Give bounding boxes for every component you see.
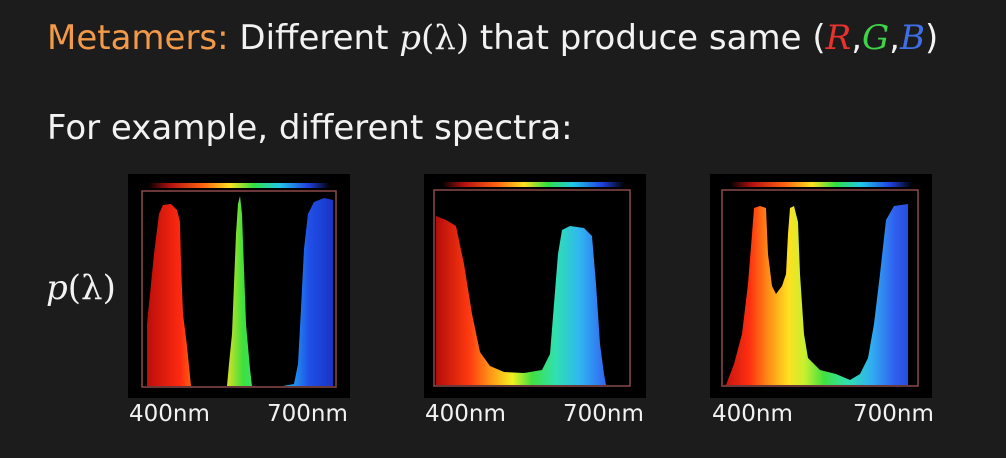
tick-label-400nm-3: 400nm bbox=[712, 401, 793, 427]
y-label-symbol: p bbox=[46, 268, 68, 308]
title-b: B bbox=[899, 18, 925, 58]
title-g: G bbox=[862, 18, 890, 58]
title-sep2: , bbox=[889, 18, 900, 58]
title-sep1: , bbox=[851, 18, 862, 58]
y-label-arg: (λ) bbox=[67, 268, 116, 308]
spectrum-bar-2 bbox=[442, 182, 624, 187]
plot-frame-1 bbox=[141, 190, 337, 388]
tick-label-700nm-3: 700nm bbox=[853, 401, 934, 427]
title-text-after: that produce same bbox=[479, 18, 802, 58]
spectrum-plot-2 bbox=[433, 182, 631, 387]
tick-label-400nm-1: 400nm bbox=[129, 401, 210, 427]
spectrum-bar-3 bbox=[730, 182, 912, 187]
plot-frame-2 bbox=[433, 189, 631, 387]
tick-label-700nm-2: 700nm bbox=[563, 401, 644, 427]
spectrum-curve-1b bbox=[227, 196, 252, 386]
title-tuple-close: ) bbox=[924, 18, 939, 58]
title-r: R bbox=[825, 18, 852, 58]
spectrum-curve-3 bbox=[726, 204, 908, 385]
slide-title: Metamers: Different p(λ) that produce sa… bbox=[47, 14, 938, 62]
title-term: Metamers: bbox=[47, 18, 229, 58]
spectrum-panel-1 bbox=[128, 174, 350, 398]
spectrum-panel-3 bbox=[710, 174, 932, 398]
slide-subtitle: For example, different spectra: bbox=[47, 108, 573, 148]
title-p-arg: (λ) bbox=[421, 18, 470, 58]
title-tuple-open: ( bbox=[812, 18, 826, 58]
spectrum-curve-1a bbox=[147, 204, 191, 386]
spectrum-bar-1 bbox=[148, 183, 330, 188]
spectrum-curve-2 bbox=[436, 216, 606, 385]
tick-label-400nm-2: 400nm bbox=[425, 401, 506, 427]
title-p-symbol: p bbox=[399, 18, 421, 58]
spectrum-plot-1 bbox=[141, 183, 337, 388]
tick-label-700nm-1: 700nm bbox=[267, 401, 348, 427]
spectrum-curve-1c bbox=[283, 198, 333, 386]
spectrum-plot-3 bbox=[721, 182, 919, 387]
spectrum-panel-2 bbox=[424, 174, 646, 398]
title-text-before: Different bbox=[239, 18, 389, 58]
plot-frame-3 bbox=[721, 189, 919, 387]
y-axis-label: p(λ) bbox=[46, 266, 116, 310]
